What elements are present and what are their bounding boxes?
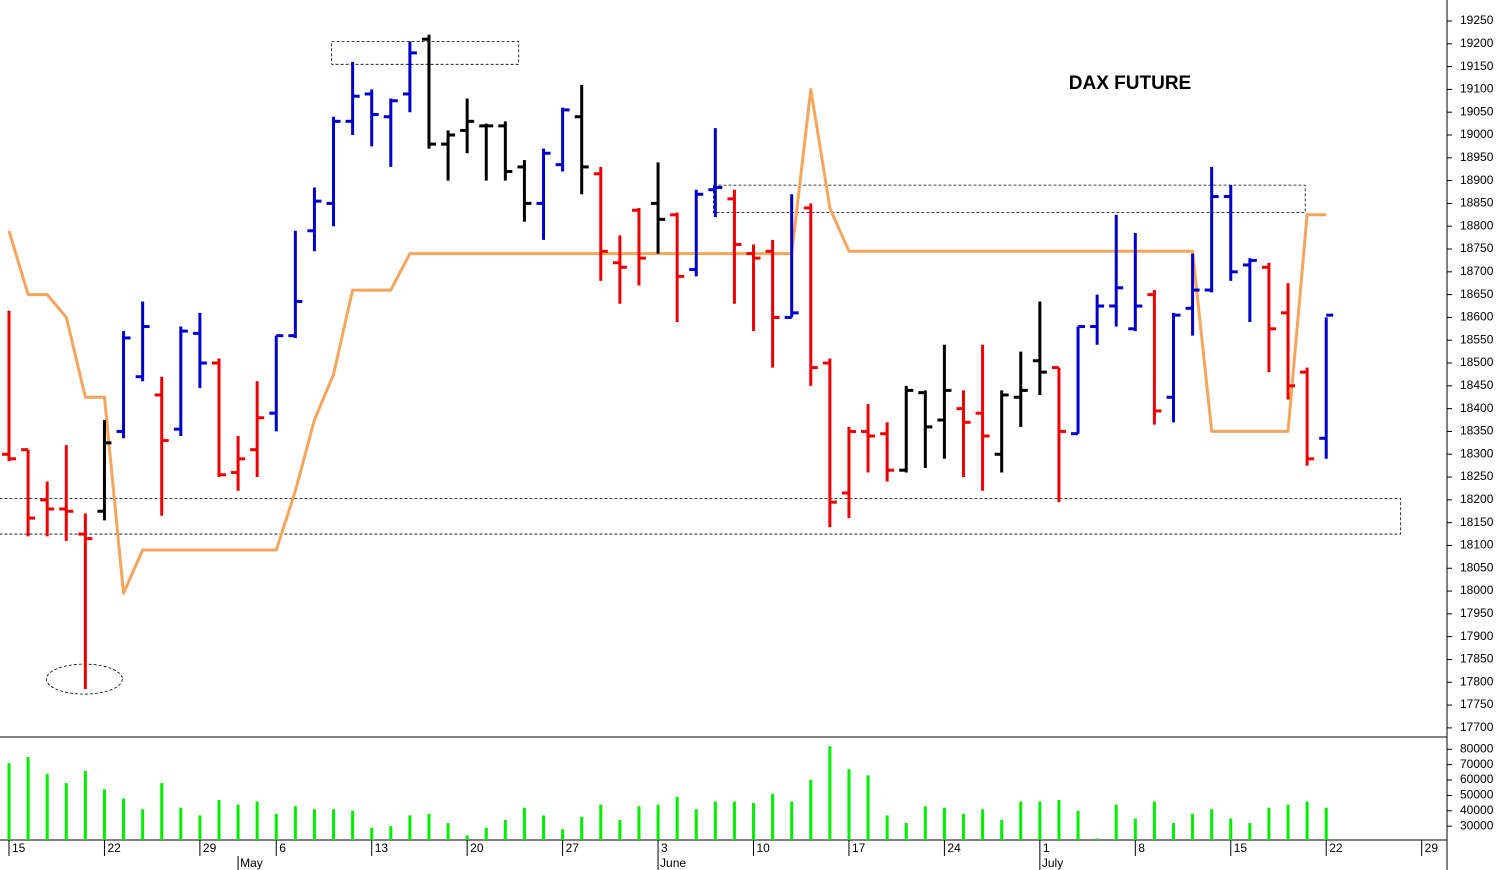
x-tick-label: 10 <box>757 841 771 855</box>
y-tick-label: 18100 <box>1460 538 1494 552</box>
x-tick-label: 3 <box>661 841 668 855</box>
x-tick-label: 17 <box>852 841 866 855</box>
y-tick-label: 80000 <box>1460 741 1494 755</box>
y-tick-label: 18400 <box>1460 401 1494 415</box>
y-tick-label: 17750 <box>1460 697 1494 711</box>
price-zone <box>713 184 1306 213</box>
y-tick-label: 18150 <box>1460 515 1494 529</box>
y-tick-label: 19150 <box>1460 59 1494 73</box>
y-tick-label: 17800 <box>1460 674 1494 688</box>
y-tick-label: 18450 <box>1460 378 1494 392</box>
x-tick-label: 15 <box>12 841 26 855</box>
y-tick-label: 17950 <box>1460 606 1494 620</box>
y-tick-label: 17900 <box>1460 629 1494 643</box>
x-tick-label: 13 <box>375 841 389 855</box>
y-tick-label: 18300 <box>1460 446 1494 460</box>
y-tick-label: 50000 <box>1460 788 1494 802</box>
y-tick-label: 18650 <box>1460 287 1494 301</box>
y-tick-label: 17700 <box>1460 720 1494 734</box>
y-tick-label: 30000 <box>1460 818 1494 832</box>
y-tick-label: 18700 <box>1460 264 1494 278</box>
y-tick-label: 19200 <box>1460 36 1494 50</box>
y-tick-label: 18350 <box>1460 424 1494 438</box>
x-tick-label: 29 <box>203 841 217 855</box>
y-tick-label: 18200 <box>1460 492 1494 506</box>
y-tick-label: 18850 <box>1460 196 1494 210</box>
y-tick-label: 18750 <box>1460 241 1494 255</box>
x-tick-label: 6 <box>279 841 286 855</box>
y-tick-label: 18250 <box>1460 469 1494 483</box>
y-tick-label: 19050 <box>1460 104 1494 118</box>
month-label: May <box>240 856 263 870</box>
y-tick-label: 18900 <box>1460 173 1494 187</box>
y-tick-label: 40000 <box>1460 803 1494 817</box>
month-label: June <box>660 856 686 870</box>
indicator-line <box>7 87 1327 595</box>
x-tick-label: 27 <box>566 841 580 855</box>
y-tick-label: 18000 <box>1460 583 1494 597</box>
x-tick-label: 29 <box>1425 841 1439 855</box>
y-tick-label: 19100 <box>1460 82 1494 96</box>
y-tick-label: 18950 <box>1460 150 1494 164</box>
x-tick-label: 20 <box>470 841 484 855</box>
x-tick-label: 24 <box>947 841 961 855</box>
y-tick-label: 19000 <box>1460 127 1494 141</box>
x-tick-label: 1 <box>1043 841 1050 855</box>
y-tick-label: 17850 <box>1460 652 1494 666</box>
x-tick-label: 22 <box>1329 841 1343 855</box>
chart-title: DAX FUTURE <box>1069 73 1191 94</box>
y-tick-label: 70000 <box>1460 757 1494 771</box>
y-tick-label: 19250 <box>1460 13 1494 27</box>
month-label: July <box>1042 856 1063 870</box>
x-tick-label: 22 <box>107 841 121 855</box>
y-tick-label: 18600 <box>1460 310 1494 324</box>
x-tick-label: 15 <box>1234 841 1248 855</box>
y-tick-label: 18550 <box>1460 332 1494 346</box>
y-tick-label: 18050 <box>1460 560 1494 574</box>
y-tick-label: 18500 <box>1460 355 1494 369</box>
price-zone <box>0 498 1402 535</box>
y-tick-label: 18800 <box>1460 218 1494 232</box>
x-tick-label: 8 <box>1138 841 1145 855</box>
y-tick-label: 60000 <box>1460 772 1494 786</box>
